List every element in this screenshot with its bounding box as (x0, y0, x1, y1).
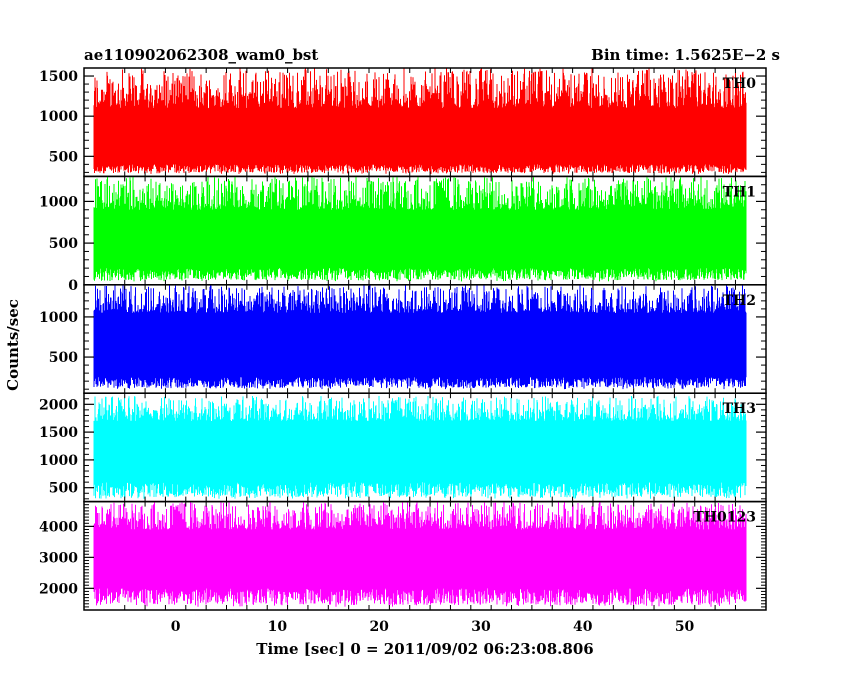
x-tick-label: 20 (369, 619, 389, 635)
series-th1-trace (93, 176, 747, 282)
panel-th1: 0 500 1000 TH1 (39, 175, 767, 294)
panel-label-th1: TH1 (723, 184, 756, 200)
panel-label-th3: TH3 (723, 401, 756, 417)
series-th0123-trace (93, 502, 747, 607)
x-tick-label: 0 (171, 619, 181, 635)
panels-group: 500 1000 1500 TH0 0 500 1000 TH1 500 1000 TH2 500 10… (39, 67, 767, 611)
y-axis-title: Counts/sec (4, 299, 22, 391)
bin-time-label: Bin time: 1.5625E−2 s (591, 46, 780, 64)
y-tick-label: 500 (49, 236, 78, 252)
y-tick-label: 1500 (39, 69, 78, 85)
panel-th0: 500 1000 1500 TH0 (39, 67, 767, 178)
panel-th3: 500 1000 1500 2000 TH3 (39, 392, 767, 503)
x-tick-label: 40 (573, 619, 593, 635)
panel-label-th0: TH0 (723, 76, 757, 92)
x-axis-title: Time [sec] 0 = 2011/09/02 06:23:08.806 (256, 640, 593, 658)
x-axis: 0 10 20 30 40 50 (171, 619, 695, 635)
y-tick-label: 1000 (39, 453, 78, 469)
y-tick-label: 1000 (39, 310, 78, 326)
y-tick-label: 500 (49, 350, 78, 366)
y-tick-label: 2000 (39, 397, 78, 413)
y-tick-label: 2000 (39, 581, 78, 597)
panel-th0123: 2000 3000 4000 TH0123 (39, 500, 767, 611)
y-tick-label: 500 (49, 481, 78, 497)
y-tick-label: 1000 (39, 194, 78, 210)
panel-th2: 500 1000 TH2 (39, 284, 767, 394)
x-tick-label: 10 (268, 619, 288, 635)
y-tick-label: 4000 (39, 519, 78, 535)
y-tick-label: 3000 (39, 550, 78, 566)
y-tick-label: 500 (49, 149, 78, 165)
y-tick-label: 1000 (39, 109, 78, 125)
y-tick-label: 0 (68, 278, 78, 294)
series-th2-trace (93, 285, 747, 390)
panel-frame (83, 500, 767, 611)
panel-label-th2: TH2 (723, 293, 756, 309)
x-tick-label: 50 (675, 619, 695, 635)
panel-label-th0123: TH0123 (693, 510, 756, 526)
chart-title: ae110902062308_wam0_bst (84, 46, 318, 64)
series-th3-trace (93, 396, 747, 499)
series-th0-trace (93, 68, 747, 174)
y-tick-label: 1500 (39, 425, 78, 441)
x-tick-label: 30 (471, 619, 491, 635)
